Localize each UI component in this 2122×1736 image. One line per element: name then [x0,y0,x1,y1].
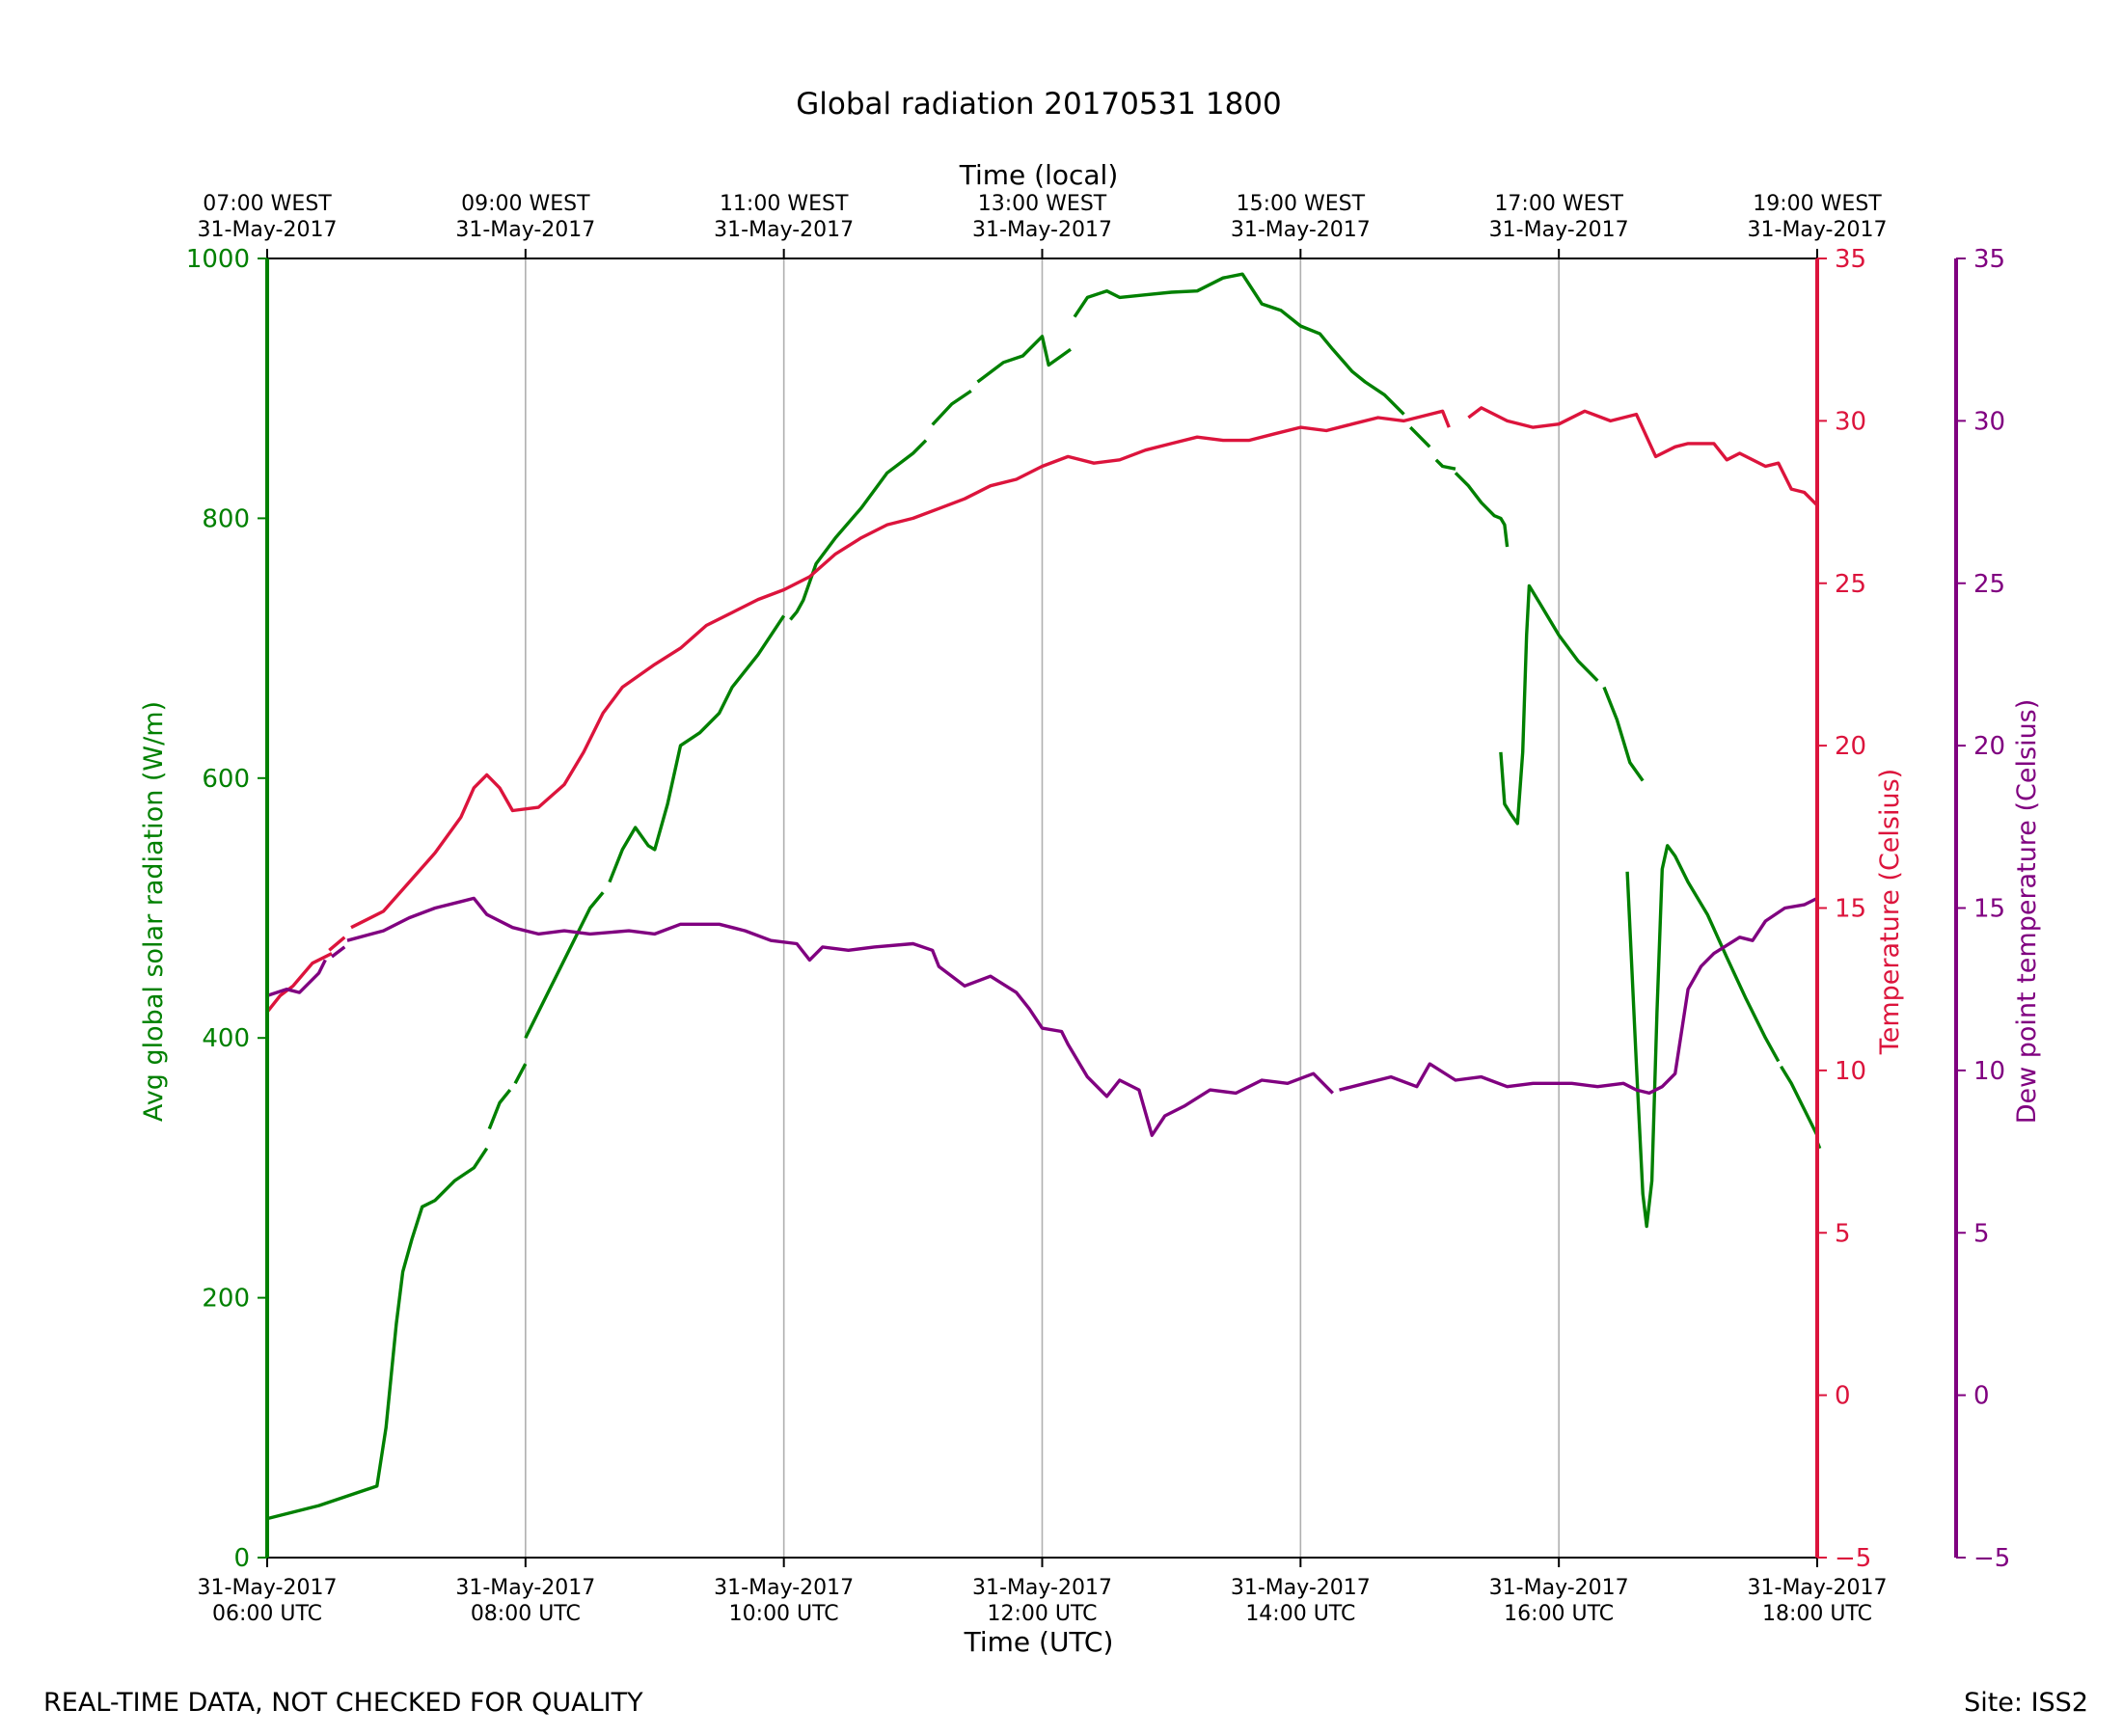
y-right2-axis-label: Dew point temperature (Celsius) [2012,699,2042,1125]
y-right2-tick-label: 25 [1973,570,2005,599]
y-left-tick-label: 800 [202,504,250,533]
radiation-line-segment [1499,583,1599,826]
x2-tick-label-time: 13:00 WEST [978,192,1107,216]
x2-tick-label-date: 31-May-2017 [714,218,854,242]
x2-tick-label-date: 31-May-2017 [1489,218,1629,242]
x2-tick-label-date: 31-May-2017 [1748,218,1888,242]
radiation-line-segment [1073,272,1405,416]
x2-tick-label-time: 19:00 WEST [1753,192,1882,216]
y-right1-tick-label: 35 [1835,245,1866,274]
dewpoint-line-segment [266,959,327,998]
y-left-tick-label: 400 [202,1024,250,1053]
y-left-tick-label: 1000 [186,245,250,274]
x-tick-label-date: 31-May-2017 [1231,1576,1371,1600]
temperature-line-segment [265,952,333,1014]
y-left-tick-label: 600 [202,765,250,794]
labels-layer: Global radiation 20170531 1800 Time (UTC… [139,87,2042,1658]
y-right2-tick-label: −5 [1973,1544,2010,1573]
y-right2-tick-label: 0 [1973,1382,1990,1411]
x2-tick-label-time: 17:00 WEST [1494,192,1623,216]
temperature-line-segment [328,936,346,952]
grid-layer [525,258,1560,1558]
radiation-line-segment [789,439,928,621]
y-right1-tick-label: 30 [1835,407,1866,436]
x-tick-label-time: 16:00 UTC [1504,1602,1614,1626]
radiation-line-segment [1780,1065,1819,1136]
y-right2-tick-label: 15 [1973,895,2005,924]
dewpoint-line-segment [330,945,346,959]
x2-tick-label-time: 11:00 WEST [720,192,849,216]
x2-tick-label-time: 09:00 WEST [461,192,590,216]
x-tick-label-time: 10:00 UTC [729,1602,839,1626]
y-left-axis-label: Avg global solar radiation (W/m) [139,701,169,1122]
radiation-line-segment [1408,425,1431,448]
x2-axis-label: Time (local) [959,159,1119,191]
y-right2-tick-label: 5 [1973,1219,1990,1248]
x-tick-label-time: 06:00 UTC [212,1602,322,1626]
y-right2-tick-label: 30 [1973,407,2005,436]
dewpoint-line-segment [1339,896,1818,1096]
y-right1-tick-label: 25 [1835,570,1866,599]
y-right2-tick-label: 35 [1973,245,2005,274]
radiation-line-segment [487,1089,512,1130]
x2-tick-label-date: 31-May-2017 [1231,218,1371,242]
x-tick-label-date: 31-May-2017 [455,1576,595,1600]
x-tick-label-date: 31-May-2017 [198,1576,338,1600]
y-right1-tick-label: −5 [1835,1544,1871,1573]
x-tick-label-time: 18:00 UTC [1762,1602,1872,1626]
radiation-line-segment [1602,686,1645,782]
series-layer [265,272,1822,1521]
x2-tick-label-date: 31-May-2017 [972,218,1112,242]
y-right1-tick-label: 15 [1835,895,1866,924]
radiation-line-segment [513,1063,528,1085]
radiation-line-segment [976,335,1072,384]
y-right1-tick-label: 5 [1835,1219,1851,1248]
y-right2-tick-label: 20 [1973,732,2005,761]
radiation-line-segment [1434,458,1456,471]
x-tick-label-time: 12:00 UTC [987,1602,1097,1626]
x2-tick-label-time: 07:00 WEST [203,192,332,216]
x-tick-label-date: 31-May-2017 [1489,1576,1629,1600]
x-tick-label-time: 08:00 UTC [471,1602,581,1626]
y-left-tick-label: 0 [233,1544,250,1573]
y-left-tick-label: 200 [202,1285,250,1314]
radiation-line-segment [931,389,972,426]
radiation-line-segment [524,891,605,1039]
x-tick-label-date: 31-May-2017 [714,1576,854,1600]
x2-tick-label-date: 31-May-2017 [455,218,595,242]
y-right1-tick-label: 0 [1835,1382,1851,1411]
y-right1-tick-label: 10 [1835,1057,1866,1086]
x-tick-label-date: 31-May-2017 [972,1576,1112,1600]
radiation-line-segment [1454,472,1510,548]
radiation-line-segment [1625,844,1781,1229]
temperature-line-segment [350,409,1451,930]
x-tick-label-date: 31-May-2017 [1748,1576,1888,1600]
chart-title: Global radiation 20170531 1800 [796,87,1282,122]
y-right1-tick-label: 20 [1835,732,1866,761]
x2-tick-label-time: 15:00 WEST [1237,192,1366,216]
data-quality-note: REAL-TIME DATA, NOT CHECKED FOR QUALITY [43,1688,643,1718]
dewpoint-line-segment [346,896,1335,1137]
x-axis-label: Time (UTC) [964,1626,1114,1658]
x-tick-label-time: 14:00 UTC [1245,1602,1355,1626]
site-label: Site: ISS2 [1964,1688,2088,1718]
temperature-line-segment [1467,406,1819,507]
y-right2-tick-label: 10 [1973,1057,2005,1086]
x2-tick-label-date: 31-May-2017 [198,218,338,242]
radiation-line-segment [608,614,786,883]
y-right1-axis-label: Temperature (Celsius) [1875,769,1905,1055]
radiation-line-segment [266,1147,489,1521]
